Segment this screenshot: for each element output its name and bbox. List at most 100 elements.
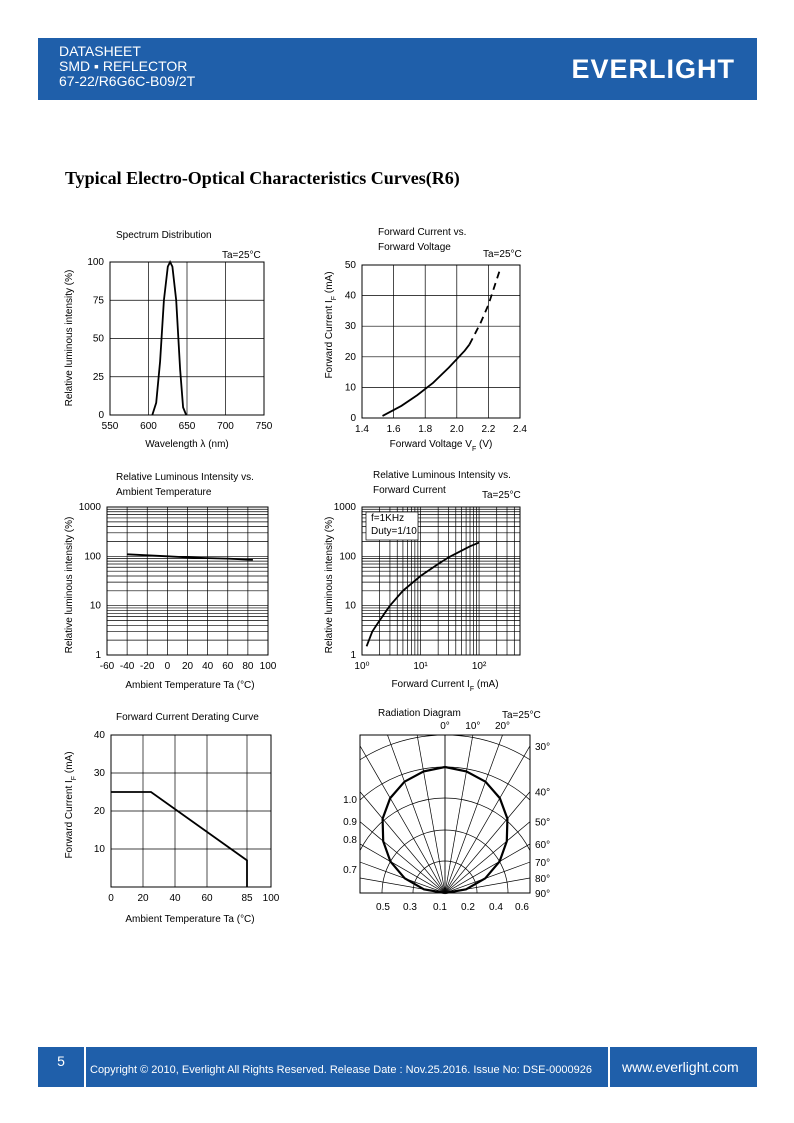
grid-line [360, 861, 446, 893]
grid-line [444, 843, 530, 893]
y-tick-label: 10 [90, 601, 102, 612]
y-tick-label: 0 [350, 413, 356, 424]
angle-label: 10° [465, 721, 480, 732]
x-tick-label: 0 [165, 661, 171, 672]
angle-label: 40° [535, 788, 550, 799]
x-tick-label: 100 [260, 661, 277, 672]
y-axis-label-part: (mA) [64, 751, 75, 775]
x-tick-label: -60 [100, 661, 115, 672]
grid-line [360, 843, 446, 893]
page-number: 5 [38, 1047, 86, 1087]
x-tick-label: 85 [241, 893, 253, 904]
chart-title: Forward Current vs. [378, 227, 466, 238]
chart-title: Forward Current Derating Curve [116, 712, 259, 723]
y-tick-label: 1000 [79, 502, 102, 513]
x-axis-label: Forward Current IF (mA) [391, 679, 498, 693]
series-line [127, 553, 253, 561]
annotation: Ta=25°C [222, 250, 261, 261]
angle-label: 0° [440, 721, 450, 732]
annotation: f=1KHz [371, 513, 404, 524]
x-tick-label: 2.2 [481, 424, 495, 435]
bottom-label: 0.5 [376, 902, 390, 913]
y-axis-label: Relative luminous intensity (%) [324, 517, 335, 654]
copyright: Copyright © 2010, Everlight All Rights R… [90, 1064, 592, 1076]
series-line [382, 344, 471, 417]
chart-title: Ambient Temperature [116, 487, 212, 498]
y-tick-label: 10 [94, 844, 106, 855]
x-tick-label: 40 [169, 893, 181, 904]
chart-title: Radiation Diagram [378, 708, 461, 719]
grid-line [444, 877, 530, 893]
grid-line [416, 735, 446, 893]
grid-line [360, 821, 446, 893]
x-tick-label: 600 [140, 421, 157, 432]
x-tick-label: 2.0 [450, 424, 464, 435]
x-tick-label: -40 [120, 661, 135, 672]
y-axis-label-part: F [71, 776, 78, 780]
y-axis-label: Forward Current IF (mA) [324, 271, 338, 378]
y-axis-label-part: Forward Current I [324, 300, 335, 378]
x-tick-label: 60 [201, 893, 213, 904]
radius-label: 0.7 [343, 865, 357, 876]
header: DATASHEET SMD ▪ REFLECTOR 67-22/R6G6C-B0… [38, 38, 757, 100]
y-tick-label: 20 [94, 806, 106, 817]
y-tick-label: 0 [98, 410, 104, 421]
y-axis-label-part: (mA) [324, 271, 335, 295]
y-tick-label: 40 [345, 291, 357, 302]
legend-box [365, 511, 419, 541]
grid-line [444, 861, 530, 893]
x-tick-label: 10¹ [413, 661, 428, 672]
angle-label: 50° [535, 818, 550, 829]
header-line: DATASHEET [59, 43, 141, 59]
x-tick-label: -20 [140, 661, 155, 672]
x-tick-label: 1.8 [418, 424, 432, 435]
angle-label: 30° [535, 742, 550, 753]
bottom-label: 0.3 [403, 902, 417, 913]
y-tick-label: 30 [345, 321, 357, 332]
annotation: Ta=25°C [483, 249, 522, 260]
annotation: Ta=25°C [502, 710, 541, 721]
chart-title: Relative Luminous Intensity vs. [116, 472, 254, 483]
angle-label: 20° [495, 721, 510, 732]
y-axis-label-part: Forward Current I [64, 780, 75, 858]
angle-label: 90° [535, 889, 550, 900]
angle-label: 70° [535, 858, 550, 869]
x-tick-label: 0 [108, 893, 114, 904]
annotation: Duty=1/10 [371, 526, 417, 537]
y-tick-label: 10 [345, 601, 357, 612]
grid-line [387, 735, 446, 893]
x-tick-label: 2.4 [513, 424, 527, 435]
plot-frame [109, 261, 265, 416]
angle-label: 80° [535, 874, 550, 885]
x-tick-label: 10² [472, 661, 487, 672]
x-tick-label: 100 [263, 893, 280, 904]
grid-line [444, 745, 530, 893]
website[interactable]: www.everlight.com [608, 1047, 739, 1087]
bottom-label: 0.2 [461, 902, 475, 913]
footer: 5 Copyright © 2010, Everlight All Rights… [38, 1047, 757, 1087]
logo: EVERLIGHT [571, 54, 735, 84]
x-axis-label: Forward Voltage VF (V) [390, 439, 493, 453]
x-axis-label: Ambient Temperature Ta (°C) [125, 914, 254, 925]
x-axis-label-part: (mA) [474, 679, 498, 690]
x-tick-label: 40 [202, 661, 214, 672]
x-tick-label: 1.4 [355, 424, 369, 435]
chart-title: Forward Voltage [378, 242, 451, 253]
y-tick-label: 100 [84, 551, 101, 562]
x-axis-label-part: (V) [476, 439, 492, 450]
header-line: 67-22/R6G6C-B09/2T [59, 73, 196, 89]
plot-frame [110, 734, 272, 888]
x-axis-label-part: Forward Current I [391, 679, 469, 690]
x-tick-label: 700 [217, 421, 234, 432]
x-tick-label: 750 [256, 421, 273, 432]
series-line [365, 541, 480, 647]
series-line [111, 791, 248, 887]
x-axis-label: Ambient Temperature Ta (°C) [125, 680, 254, 691]
bottom-label: 0.4 [489, 902, 503, 913]
radiation-pattern [381, 765, 446, 895]
y-tick-label: 25 [93, 372, 105, 383]
y-tick-label: 1000 [334, 502, 357, 513]
y-axis-label: Relative luminous intensity (%) [64, 270, 75, 407]
